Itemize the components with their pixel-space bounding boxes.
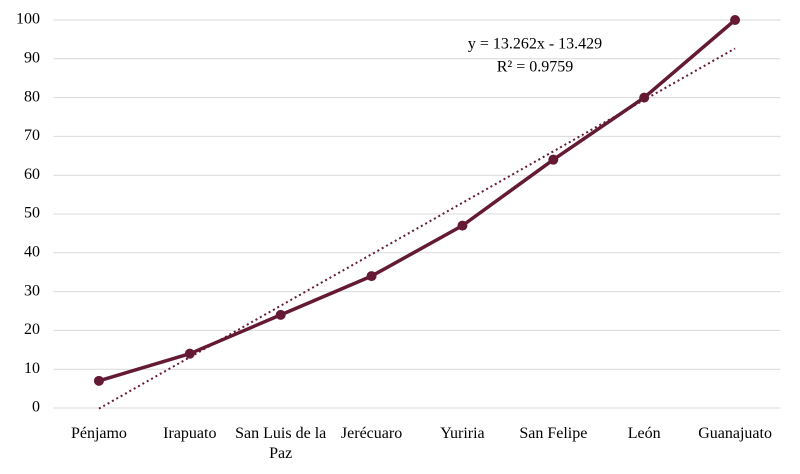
data-point [366,271,377,282]
y-tick-label: 40 [24,243,40,260]
y-tick-label: 70 [24,127,40,144]
x-tick-label: León [627,425,661,442]
data-point [730,15,741,25]
x-tick-label: Jerécuaro [340,425,403,442]
data-point [548,154,559,165]
x-tick-label: San Felipe [519,425,588,442]
y-tick-label: 90 [24,49,40,66]
x-tick-label: San Luis de la Paz [235,425,327,462]
data-point [184,348,195,359]
y-tick-label: 80 [24,88,40,105]
x-tick-label: Irapuato [163,425,217,442]
x-tick-label: Pénjamo [70,425,127,442]
y-tick-label: 100 [16,11,40,28]
x-tick-label: Guanajuato [698,425,772,442]
data-point [93,375,104,386]
y-tick-label: 0 [32,399,40,416]
y-tick-label: 10 [24,360,40,377]
trend-r2: R² = 0.9759 [497,59,574,76]
series-line [98,18,737,383]
y-tick-label: 30 [24,282,40,299]
y-tick-label: 50 [24,205,40,222]
y-tick-label: 20 [24,321,40,338]
x-tick-label: Yuriria [440,425,485,442]
data-point [639,92,650,103]
data-point [275,309,286,320]
y-tick-label: 60 [24,166,40,183]
data-point [457,220,468,231]
trend-equation: y = 13.262x - 13.429 [468,36,602,53]
